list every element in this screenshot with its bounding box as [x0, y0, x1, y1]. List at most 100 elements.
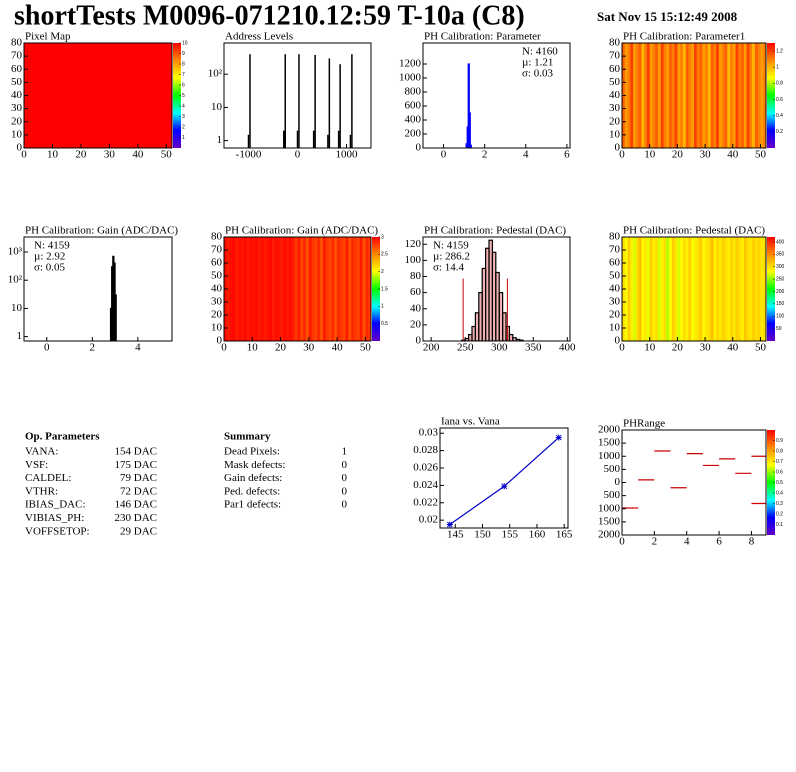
heatmap-column: [760, 237, 764, 341]
x-tick-label: 30: [104, 149, 116, 161]
palette-tick-label: 1: [182, 135, 185, 141]
y-tick-label: 0.022: [413, 496, 438, 508]
heatmap-column: [325, 237, 329, 341]
heatmap-column: [658, 237, 662, 341]
heatmap-column: [710, 43, 714, 148]
heatmap-column: [741, 237, 745, 341]
y-tick-label: 10: [11, 302, 23, 314]
heatmap-column: [727, 43, 731, 148]
y-tick-label: 20: [609, 309, 621, 321]
y-tick-label: 1000: [598, 450, 621, 462]
x-tick-label: 8: [749, 536, 755, 548]
heatmap-column: [115, 43, 119, 148]
heatmap-column: [238, 237, 242, 341]
y-tick-label: 2000: [598, 424, 621, 436]
x-tick-label: 250: [457, 342, 474, 354]
heatmap-column: [699, 237, 703, 341]
x-tick-label: 20: [75, 149, 87, 161]
palette: [372, 237, 380, 341]
heatmap-column: [43, 43, 48, 148]
x-tick-label: 50: [755, 342, 767, 354]
x-tick-label: 20: [672, 342, 684, 354]
palette-tick-label: 400: [776, 239, 785, 245]
heatmap-column: [311, 237, 315, 341]
heatmap-column: [724, 237, 728, 341]
heatmap-column: [685, 43, 689, 148]
heatmap-column: [255, 237, 259, 341]
heatmap-column: [627, 43, 631, 148]
y-tick-label: 600: [405, 100, 422, 112]
heatmap-column: [646, 237, 651, 341]
heatmap-column: [26, 43, 31, 148]
heatmap-column: [120, 43, 125, 148]
heatmap-column: [691, 237, 695, 341]
heatmap-column: [741, 43, 745, 148]
y-tick-label: 400: [405, 114, 422, 126]
heatmap-column: [746, 237, 750, 341]
heatmap-column: [72, 43, 76, 148]
stats-text: N: 4160: [522, 46, 558, 58]
palette-tick-label: 0.8: [776, 448, 783, 454]
heatmap-column: [738, 237, 742, 341]
heatmap-column: [635, 237, 640, 341]
y-tick-label: 30: [211, 296, 223, 308]
heatmap-column: [749, 237, 753, 341]
palette-tick-label: 0.2: [776, 511, 783, 517]
summary-value: 0: [342, 499, 348, 511]
heatmap-column: [752, 237, 756, 341]
heatmap-column: [738, 43, 742, 148]
heatmap-column: [699, 43, 703, 148]
heatmap-column: [763, 237, 766, 341]
heatmap-column: [314, 237, 318, 341]
x-tick-label: 6: [564, 149, 570, 161]
panel-title: Iana vs. Vana: [441, 416, 500, 428]
heatmap-column: [289, 237, 293, 341]
summary-name: Mask defects:: [224, 459, 285, 471]
heatmap-column: [644, 43, 648, 148]
stats-text: σ: 0.05: [34, 262, 65, 274]
palette-tick-label: 50: [776, 326, 782, 332]
heatmap-column: [746, 43, 750, 148]
panel-title: PH Calibration: Parameter1: [623, 31, 745, 43]
y-tick-label: 70: [211, 244, 223, 256]
summary-name: Dead Pixels:: [224, 446, 280, 458]
heatmap-column: [660, 237, 664, 341]
y-tick-label: 10: [609, 322, 621, 334]
palette-tick-label: 100: [776, 314, 785, 320]
x-tick-label: 4: [135, 342, 141, 354]
heatmap-column: [655, 43, 659, 148]
heatmap-column: [163, 43, 167, 148]
summary-title: Summary: [224, 431, 271, 443]
heatmap-column: [365, 237, 369, 341]
x-tick-label: 50: [755, 149, 767, 161]
heatmap-column: [166, 43, 170, 148]
x-tick-label: 200: [423, 342, 440, 354]
heatmap-column: [680, 43, 684, 148]
palette-tick-label: 1: [381, 304, 384, 310]
heatmap-column: [146, 43, 150, 148]
heatmap-column: [274, 237, 279, 341]
heatmap-column: [658, 43, 662, 148]
x-tick-label: 30: [700, 149, 712, 161]
heatmap-column: [351, 237, 355, 341]
heatmap-column: [705, 237, 709, 341]
palette-tick-label: 0.4: [776, 490, 783, 496]
heatmap-column: [718, 43, 723, 148]
y-tick-label: 10: [211, 101, 223, 113]
palette-tick-label: 0.9: [776, 438, 783, 444]
heatmap-column: [66, 43, 70, 148]
heatmap-column: [294, 237, 298, 341]
heatmap-column: [243, 237, 248, 341]
panel-title: PH Calibration: Gain (ADC/DAC): [25, 225, 178, 237]
palette-tick-label: 0.4: [776, 113, 783, 119]
y-tick-label: 10: [11, 128, 23, 140]
palette-tick-label: 1.5: [381, 286, 388, 292]
x-tick-label: 0: [295, 149, 301, 161]
heatmap-column: [132, 43, 136, 148]
op-value: 230 DAC: [115, 512, 157, 524]
x-tick-label: 20: [275, 342, 287, 354]
heatmap-column: [713, 43, 717, 148]
heatmap-column: [694, 237, 698, 341]
x-tick-label: 2: [652, 536, 658, 548]
x-tick-label: 10: [247, 342, 259, 354]
